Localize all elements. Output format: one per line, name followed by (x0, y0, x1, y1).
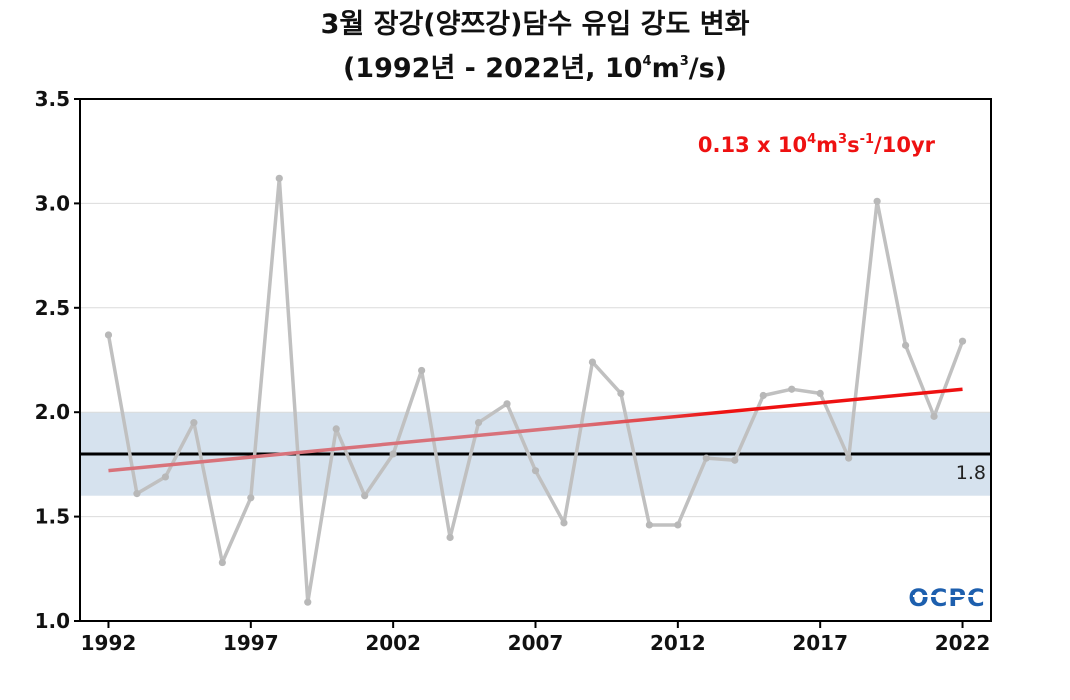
data-point-2010 (617, 389, 625, 398)
x-tick-label-2: 2002 (365, 631, 421, 655)
data-point-1996 (218, 558, 226, 567)
data-point-1997 (247, 494, 255, 502)
data-point-2005 (474, 419, 483, 427)
data-point-2008 (560, 519, 568, 527)
data-point-2015 (759, 391, 767, 400)
y-tick-label-1: 1.5 (35, 505, 70, 529)
data-point-2009 (588, 358, 597, 366)
data-point-2018 (845, 454, 853, 462)
data-point-1999 (304, 598, 312, 606)
x-tick-label-0: 1992 (81, 631, 137, 655)
data-point-2022 (958, 337, 967, 345)
y-tick-label-4: 3.0 (35, 191, 70, 215)
data-point-2016 (788, 385, 796, 393)
data-point-2004 (446, 533, 454, 542)
series-line (106, 176, 965, 604)
x-tick-label-6: 2022 (935, 631, 991, 655)
data-point-2013 (702, 454, 710, 462)
data-point-1995 (190, 419, 198, 427)
data-point-2000 (332, 425, 340, 433)
x-tick-label-5: 2017 (792, 631, 848, 655)
data-point-2001 (361, 492, 369, 500)
data-point-1998 (275, 174, 283, 182)
y-tick-label-2: 2.0 (35, 400, 70, 424)
data-point-2020 (901, 341, 910, 349)
data-point-2006 (503, 400, 511, 408)
mean-value-label: 1.8 (956, 462, 986, 484)
data-point-2021 (930, 412, 938, 420)
y-tick-label-0: 1.0 (35, 609, 70, 633)
x-tick-label-4: 2012 (650, 631, 706, 655)
data-point-2012 (674, 521, 682, 529)
x-tick-label-3: 2007 (508, 631, 564, 655)
chart-title-line1: 3월 장강(양쯔강)담수 유입 강도 변화 (321, 9, 750, 40)
data-point-2014 (731, 456, 739, 464)
data-point-2003 (418, 366, 426, 375)
data-point-2019 (873, 197, 881, 205)
data-point-2002 (389, 450, 397, 458)
data-point-2007 (531, 467, 540, 475)
data-point-1992 (104, 331, 113, 339)
ocpc-logo: OCPC (908, 583, 985, 613)
data-point-1993 (133, 490, 141, 498)
data-point-2011 (645, 521, 653, 529)
x-tick-label-1: 1997 (223, 631, 279, 655)
logo-text: OCPC (908, 584, 985, 612)
trend-label: 0.13 x 104m3s-1/10yr (698, 132, 936, 157)
trend-line (108, 387, 963, 473)
y-tick-label-5: 3.5 (35, 87, 70, 111)
chart-title-line2: (1992년 - 2022년, 104m3/s) (343, 53, 727, 84)
y-tick-label-3: 2.5 (35, 296, 70, 320)
data-point-1994 (161, 473, 170, 481)
data-point-2017 (816, 389, 824, 398)
